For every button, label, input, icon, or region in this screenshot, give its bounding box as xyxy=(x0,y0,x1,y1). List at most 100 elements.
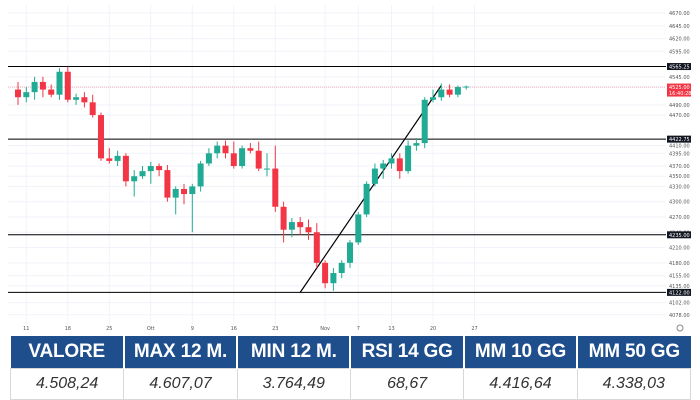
candle-down xyxy=(272,168,279,207)
candle-down xyxy=(313,232,320,263)
level-label-bg xyxy=(667,231,691,239)
x-tick-label: Ott xyxy=(147,326,155,332)
candle-up xyxy=(388,158,395,164)
value-min-12m: 3.764,49 xyxy=(236,368,351,400)
candle-down xyxy=(222,145,229,154)
candle-up xyxy=(23,92,30,98)
x-tick-label: 27 xyxy=(471,326,477,332)
candle-down xyxy=(322,262,329,284)
candle-down xyxy=(156,166,163,171)
candle-up xyxy=(56,71,63,95)
trendline xyxy=(299,85,442,293)
candle-up xyxy=(114,155,121,161)
candlestick-chart-svg: 4670.00 4645.00 4620.00 4595.00 4565.25 4545.… xyxy=(8,5,691,332)
candle-down xyxy=(305,227,312,233)
y-tick-label: 4395.00 xyxy=(669,151,690,157)
header-valore: VALORE xyxy=(10,336,125,369)
candle-down xyxy=(89,102,96,116)
candle-down xyxy=(48,89,55,95)
candle-down xyxy=(230,153,237,167)
candle-down xyxy=(39,81,46,90)
value-valore: 4.508,24 xyxy=(9,368,125,400)
candle-up xyxy=(454,87,461,95)
value-mm-10gg: 4.416,64 xyxy=(463,368,578,400)
candle-down xyxy=(247,148,254,151)
candle-down xyxy=(15,89,21,98)
y-tick-label: 4620.00 xyxy=(669,37,690,43)
y-tick-label: 4155.00 xyxy=(669,274,690,280)
value-max-12m: 4.607,07 xyxy=(123,368,238,400)
gear-icon xyxy=(676,324,684,332)
y-tick-label: 4490.00 xyxy=(669,103,690,109)
stats-value-row: 4.508,24 4.607,07 3.764,49 68,67 4.416,6… xyxy=(9,368,692,400)
x-tick-label: 25 xyxy=(106,326,112,332)
y-tick-label: 4078.00 xyxy=(669,313,690,319)
value-rsi-14gg: 68,67 xyxy=(349,368,465,400)
candle-up xyxy=(214,145,221,154)
candle-down xyxy=(280,206,287,230)
x-tick-label: 16 xyxy=(231,326,237,332)
current-price-time: 16:40:28 xyxy=(669,91,691,97)
candle-up xyxy=(421,99,428,144)
candle-up xyxy=(189,186,196,195)
y-tick-label: 4135.00 xyxy=(669,284,690,290)
y-tick-label: 4595.00 xyxy=(669,49,690,55)
candle-up xyxy=(73,97,80,100)
header-mm-10gg: MM 10 GG xyxy=(463,336,579,369)
value-mm-50gg: 4.338,03 xyxy=(576,368,692,400)
y-tick-label: 4330.00 xyxy=(669,184,690,190)
y-tick-label: 4102.00 xyxy=(669,301,690,307)
y-tick-label: 4300.00 xyxy=(669,200,690,206)
y-tick-label: 4210.00 xyxy=(669,246,690,252)
y-tick-label: 4350.00 xyxy=(669,174,690,180)
candle-up xyxy=(288,222,295,230)
candle-up xyxy=(405,145,412,172)
x-tick-label: 20 xyxy=(430,326,436,332)
level-label-bg xyxy=(667,288,691,296)
x-tick-label: 23 xyxy=(272,326,278,332)
candle-down xyxy=(106,158,113,161)
header-mm-50gg: MM 50 GG xyxy=(577,336,691,369)
stats-header-row: VALORE MAX 12 M. MIN 12 M. RSI 14 GG MM … xyxy=(10,336,691,369)
x-tick-label: 13 xyxy=(388,326,394,332)
x-tick-label: 18 xyxy=(65,326,71,332)
header-max-12m: MAX 12 M. xyxy=(123,336,239,369)
candle-up xyxy=(347,242,353,263)
level-label: 4565.25 xyxy=(669,65,690,71)
candle-up xyxy=(355,214,362,243)
level-label: 4422.75 xyxy=(669,137,690,143)
candle-down xyxy=(297,222,304,228)
candle-up xyxy=(131,176,138,182)
stats-table: VALORE MAX 12 M. MIN 12 M. RSI 14 GG MM … xyxy=(9,336,692,400)
y-tick-label: 4470.00 xyxy=(669,113,690,119)
candle-up xyxy=(330,273,337,284)
level-label: 4235.00 xyxy=(669,233,690,239)
candle-down xyxy=(164,170,171,198)
candle-down xyxy=(396,158,403,172)
header-rsi-14gg: RSI 14 GG xyxy=(350,336,465,369)
y-tick-label: 4645.00 xyxy=(669,24,690,30)
y-tick-label: 4410.00 xyxy=(669,144,690,150)
candle-up xyxy=(147,166,154,172)
candle-down xyxy=(64,71,71,100)
candle-up xyxy=(205,153,212,164)
candle-down xyxy=(446,89,453,95)
candle-up xyxy=(371,168,378,184)
x-tick-label: Nov xyxy=(320,326,330,332)
candle-down xyxy=(98,115,104,159)
current-price-label-bg xyxy=(667,83,691,97)
candle-up xyxy=(413,143,420,146)
y-tick-label: 4545.00 xyxy=(669,75,690,81)
candle-down xyxy=(181,188,187,195)
x-tick-label: 9 xyxy=(191,326,194,332)
candle-up xyxy=(380,163,387,169)
level-label-bg xyxy=(667,63,691,71)
level-label-bg xyxy=(667,135,691,143)
candle-up xyxy=(239,148,246,167)
current-price-label: 4525.00 xyxy=(669,85,690,91)
price-chart: 4670.00 4645.00 4620.00 4595.00 4565.25 4545.… xyxy=(8,5,691,332)
y-tick-label: 4270.00 xyxy=(669,215,690,221)
candle-up xyxy=(139,171,146,177)
x-tick-label: 7 xyxy=(357,326,360,332)
candle-up xyxy=(31,81,38,93)
